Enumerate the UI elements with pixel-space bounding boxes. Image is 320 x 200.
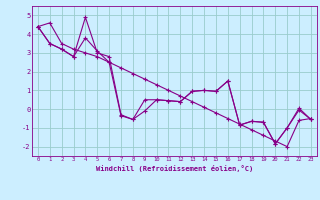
X-axis label: Windchill (Refroidissement éolien,°C): Windchill (Refroidissement éolien,°C): [96, 165, 253, 172]
